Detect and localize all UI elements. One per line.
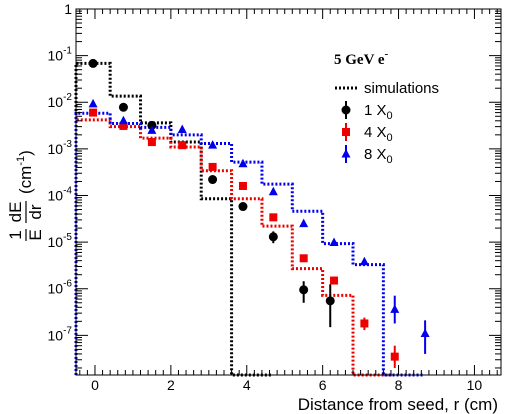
data-point-triangle [268,186,278,196]
y-tick-label: 10-1 [48,46,73,64]
y-tick-label: 10-2 [48,92,73,110]
data-point-circle [299,285,309,295]
x-axis-title: Distance from seed, r (cm) [298,395,498,414]
y-axis: 1 10-1 10-2 10-3 10-4 10-5 10-6 10-7 [48,1,501,369]
data-point-triangle [88,98,98,108]
data-point-triangle [359,256,369,266]
y-title-unit: (cm-1) [15,150,35,194]
y-tick-label: 10-4 [48,185,73,203]
data-point-triangle [147,125,157,134]
y-tick-label: 10-7 [48,325,73,343]
simulation-histograms [74,61,424,377]
legend-label: 8 X0 [364,146,393,166]
legend: simulations 1 X04 X08 X0 [335,80,439,166]
data-point-square [238,181,247,190]
data-markers [88,58,430,368]
data-point-triangle [208,140,218,149]
x-axis: 0 2 4 6 8 10 [79,9,498,393]
plot-frame [75,8,502,376]
y-tick-label: 10-6 [48,279,73,297]
x-tick-label: 0 [91,377,99,393]
y-tick-label: 10-3 [48,139,73,157]
legend-square-marker [342,128,350,136]
data-point-circle [325,296,335,306]
data-point-square [330,276,339,285]
data-point-circle [238,202,248,212]
data-point-triangle [299,218,309,228]
data-point-square [208,162,217,171]
data-point-square [147,138,156,147]
data-point-triangle [238,158,248,168]
y-title-one: 1 [6,230,25,239]
data-point-square [89,108,98,117]
y-title-e: E [26,229,45,240]
x-tick-label: 10 [467,377,483,393]
legend-triangle-marker [341,149,351,158]
data-point-circle [118,102,128,112]
y-tick-label: 1 [64,1,72,17]
simulation-line [74,61,272,377]
legend-label: 1 X0 [364,102,393,122]
data-point-circle [268,232,278,242]
x-tick-label: 4 [243,377,251,393]
data-point-triangle [118,115,128,125]
simulation-line [74,111,424,377]
data-point-square [269,213,278,222]
y-title-dr: dr [26,204,45,219]
data-point-square [390,352,399,361]
y-title-de: dE [6,202,25,223]
data-point-triangle [390,304,400,313]
legend-label: simulations [364,80,439,97]
data-point-circle [208,175,218,185]
data-point-triangle [420,328,430,337]
data-point-square [299,254,308,263]
data-point-circle [88,58,98,68]
x-tick-label: 6 [319,377,327,393]
legend-label: 4 X0 [364,124,393,144]
beam-annotation: 5 GeV e- [334,48,389,68]
x-tick-label: 2 [167,377,175,393]
simulation-line [74,118,394,377]
data-point-square [178,141,187,150]
y-axis-title: 1 E dE dr (cm-1) [6,150,45,241]
data-point-square [360,319,369,328]
data-point-triangle [329,237,339,247]
data-point-triangle [177,124,187,134]
y-tick-label: 10-5 [48,232,73,250]
x-tick-label: 8 [395,377,403,393]
data-point-square [119,121,128,130]
legend-circle-marker [341,105,351,115]
